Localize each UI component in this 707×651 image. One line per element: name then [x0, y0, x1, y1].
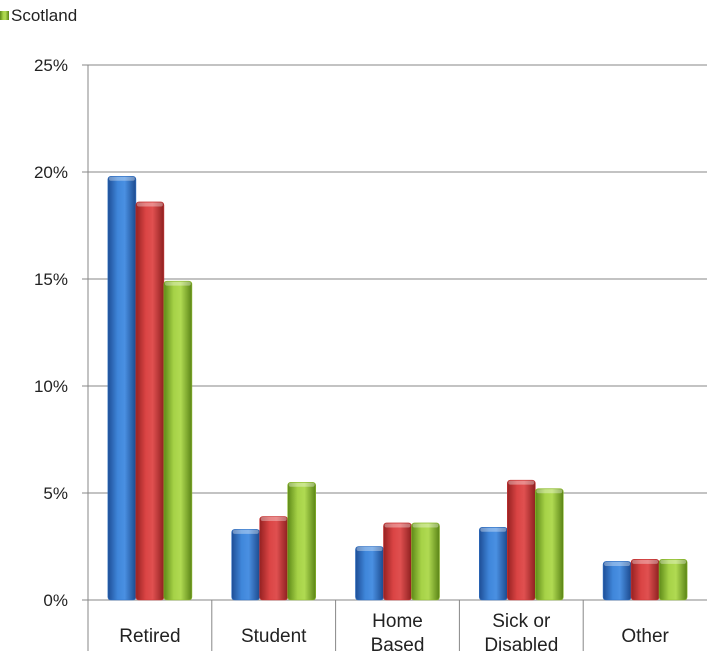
bar-highlight	[660, 559, 687, 564]
bar-series-1	[231, 529, 260, 601]
bar-highlight	[232, 529, 259, 534]
bar-highlight	[480, 527, 507, 532]
bar-highlight	[136, 202, 163, 207]
bar-series-2	[383, 522, 412, 601]
bar-series-1	[602, 561, 632, 601]
bar-highlight	[536, 489, 563, 494]
x-category-label: Disabled	[484, 635, 558, 651]
x-category-label: Other	[621, 626, 669, 647]
bar-highlight	[164, 281, 191, 286]
legend: Scotland	[0, 6, 77, 25]
bar-series-2	[259, 516, 289, 601]
bar-highlight	[108, 176, 135, 181]
bar-series-2	[135, 201, 165, 601]
bar-highlight	[632, 559, 659, 564]
bar-series-2	[630, 559, 660, 601]
bar-series-1	[355, 546, 384, 601]
y-tick-label: 25%	[34, 56, 68, 75]
bar-highlight	[356, 547, 383, 551]
bar-series-3	[658, 559, 688, 601]
bar-series-3	[411, 522, 440, 601]
x-category-labels: Retired Student Home Based Sick or Disabled Ot…	[119, 611, 669, 651]
x-category-label: Student	[241, 626, 307, 647]
bar-highlight	[604, 561, 631, 566]
bar-highlight	[288, 482, 315, 487]
bar-highlight	[508, 480, 535, 485]
y-tick-label: 10%	[34, 377, 68, 396]
bar-series-3	[534, 488, 564, 601]
x-category-label: Sick or	[492, 611, 551, 632]
legend-swatch	[0, 11, 9, 20]
bar-series-1	[478, 526, 508, 601]
y-tick-label: 15%	[34, 270, 68, 289]
x-category-label: Based	[371, 635, 425, 651]
bar-highlight	[412, 523, 439, 528]
legend-label: Scotland	[11, 6, 77, 25]
bar-series-3	[163, 280, 193, 601]
y-tick-label: 20%	[34, 163, 68, 182]
bar-series-3	[287, 481, 317, 601]
bar-highlight	[384, 523, 411, 528]
bar-series-2	[506, 479, 536, 601]
y-tick-label: 0%	[43, 591, 68, 610]
bars	[107, 175, 688, 601]
x-category-label: Retired	[119, 626, 180, 647]
x-category-label: Home	[372, 611, 423, 632]
bar-highlight	[260, 517, 287, 522]
y-tick-labels: 0% 5% 10% 15% 20% 25%	[34, 56, 68, 610]
y-tick-label: 5%	[43, 484, 68, 503]
bar-series-1	[107, 175, 137, 601]
